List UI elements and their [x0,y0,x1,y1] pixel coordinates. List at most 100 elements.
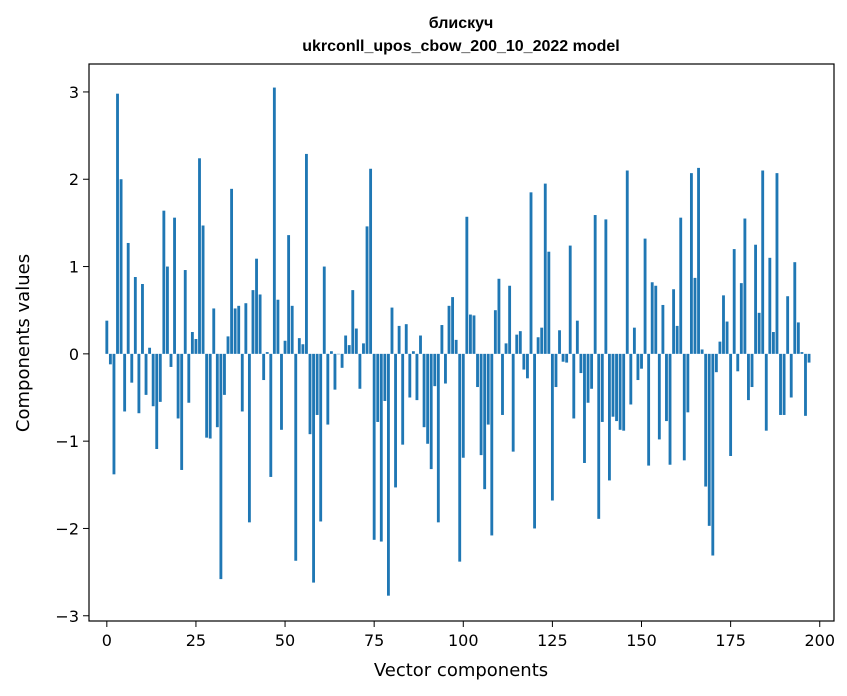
bar [294,353,298,561]
bar [105,320,109,354]
y-tick-label: −3 [55,607,79,626]
bar [215,353,219,428]
bar [668,353,672,465]
bar [743,218,747,354]
y-tick-label: −1 [55,432,79,451]
bar [771,332,775,354]
y-tick-label: 2 [69,170,79,189]
y-tick-label: 1 [69,258,79,277]
bar [707,353,711,526]
bar [454,339,458,354]
bar [679,217,683,354]
bar [493,310,497,354]
bar [162,210,166,354]
x-tick-label: 50 [275,631,295,650]
bar [647,353,651,466]
bar [672,289,676,354]
bar [401,353,405,445]
bar [554,353,558,388]
bar [326,353,330,425]
bar [625,170,629,354]
bar [711,353,715,556]
bar [518,331,522,354]
bar [155,353,159,450]
bar [622,353,626,431]
x-axis-ticks: 0 25 50 75 100 125 150 175 200 [102,621,835,650]
bar [440,325,444,354]
bar [358,353,362,389]
x-tick-label: 125 [537,631,568,650]
y-tick-label: 0 [69,345,79,364]
bar [526,353,529,379]
x-axis-label: Vector components [374,660,548,681]
x-tick-label: 200 [804,631,835,650]
bar [689,173,693,354]
bar [362,343,365,354]
bar [725,321,729,354]
bar [190,332,194,354]
bar [732,249,736,354]
bar [750,353,754,388]
bar [618,353,622,430]
bar [608,353,611,481]
x-tick-label: 150 [626,631,657,650]
bar [479,353,483,456]
bar [586,353,590,403]
bar [354,328,358,354]
bar [397,325,401,354]
bar [807,353,811,363]
y-tick-label: −2 [55,519,79,538]
bar [148,347,152,354]
bar [244,303,248,354]
bar [461,353,465,458]
bar [372,353,376,540]
bar [697,167,700,354]
bar [458,353,462,562]
bar [419,335,422,354]
bar [280,353,283,430]
bar [486,353,490,425]
bar [344,335,348,354]
x-tick-label: 0 [102,631,112,650]
bar [547,251,551,354]
bar [597,353,601,519]
bar [796,322,800,354]
bar [497,278,501,354]
bar [583,353,586,463]
bar [757,312,761,354]
bar [108,353,112,365]
bar [761,170,765,354]
bar [301,344,305,354]
bar [315,353,319,415]
bar [682,353,686,461]
bar [729,353,733,456]
bar [654,285,658,354]
bar [383,353,387,401]
bar [540,327,544,354]
bar [800,352,804,354]
bar [714,353,718,373]
bar [636,353,640,381]
bar [600,353,604,422]
bar [240,353,244,412]
bar [237,305,241,354]
bar [251,290,255,354]
bar [764,353,768,431]
bar [739,283,743,354]
bar [468,314,472,354]
bar [187,353,191,403]
bar [390,307,394,354]
bar [568,245,572,354]
bar [593,215,597,354]
y-tick-label: 3 [69,83,79,102]
bar [183,270,187,354]
bar [258,294,262,354]
bar [276,299,280,354]
bar [657,353,661,440]
bar [543,183,547,354]
bar [693,277,697,354]
x-tick-label: 100 [448,631,479,650]
bar [158,353,162,402]
bar [476,353,479,388]
x-tick-label: 25 [186,631,206,650]
